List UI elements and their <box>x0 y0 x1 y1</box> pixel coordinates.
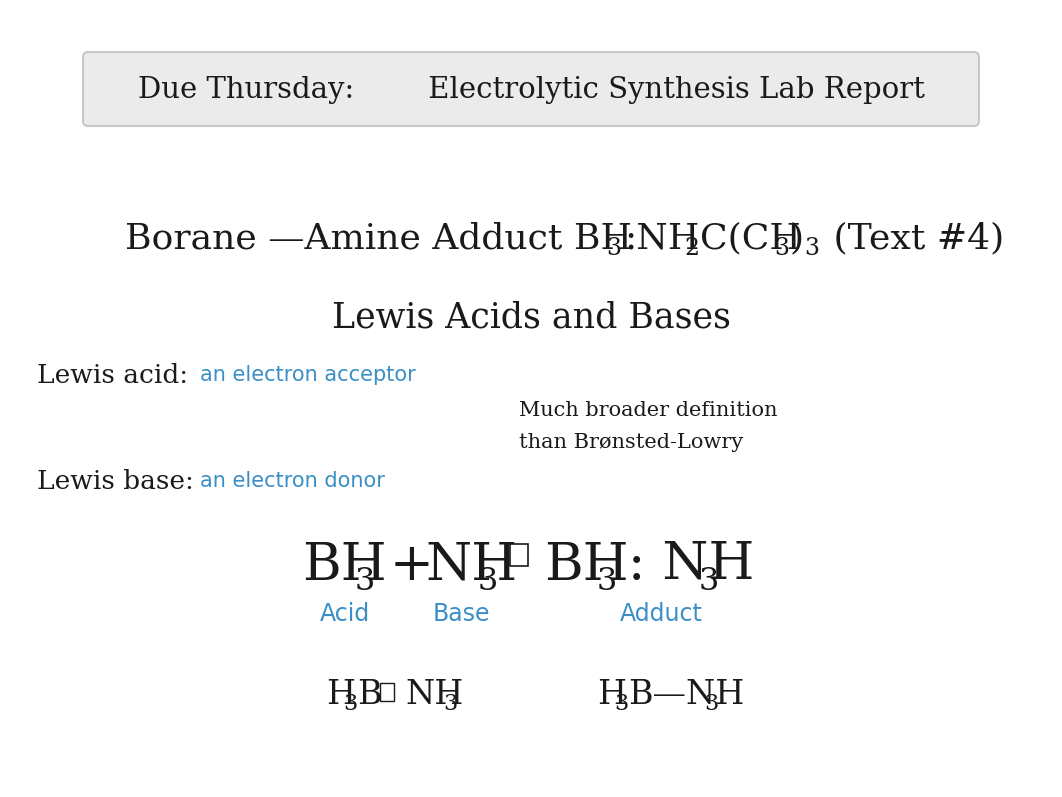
Text: B—NH: B—NH <box>628 679 744 711</box>
Text: Acid: Acid <box>320 602 371 626</box>
Text: (Text #4): (Text #4) <box>822 221 1005 255</box>
Text: 3: 3 <box>704 693 718 715</box>
Text: 3: 3 <box>614 693 629 715</box>
Text: Base: Base <box>432 602 490 626</box>
Text: 3: 3 <box>478 566 498 596</box>
Text: 3: 3 <box>343 693 357 715</box>
Text: 2: 2 <box>684 237 699 260</box>
Text: +: + <box>373 540 450 591</box>
Text: Due Thursday:        Electrolytic Synthesis Lab Report: Due Thursday: Electrolytic Synthesis Lab… <box>138 76 924 104</box>
Text: 3: 3 <box>597 566 617 596</box>
Text: BH: BH <box>544 540 629 591</box>
Text: Much broader definition: Much broader definition <box>519 401 777 419</box>
Text: Borane —Amine Adduct BH: Borane —Amine Adduct BH <box>125 221 632 255</box>
Text: Lewis acid:: Lewis acid: <box>37 363 188 387</box>
Text: H: H <box>597 679 627 711</box>
Text: an electron donor: an electron donor <box>200 471 384 491</box>
Text: NH: NH <box>405 679 463 711</box>
Text: an electron acceptor: an electron acceptor <box>200 365 415 385</box>
Text: B: B <box>357 679 381 711</box>
Text: 3: 3 <box>774 237 789 260</box>
Text: NH: NH <box>425 540 517 591</box>
Text: Lewis base:: Lewis base: <box>37 469 194 493</box>
Bar <box>380 683 394 701</box>
Text: ): ) <box>790 221 804 255</box>
Text: 3: 3 <box>443 693 458 715</box>
Text: C(CH: C(CH <box>700 221 801 255</box>
Text: : NH: : NH <box>611 540 754 591</box>
Text: 3: 3 <box>699 566 719 596</box>
Text: :NH: :NH <box>624 221 700 255</box>
Text: 3: 3 <box>606 237 621 260</box>
Text: 3: 3 <box>355 566 375 596</box>
Text: H: H <box>326 679 355 711</box>
Text: than Brønsted-Lowry: than Brønsted-Lowry <box>519 433 743 451</box>
Text: Adduct: Adduct <box>619 602 702 626</box>
Text: 3: 3 <box>804 237 819 260</box>
FancyBboxPatch shape <box>83 52 979 126</box>
Bar <box>510 544 528 566</box>
Text: Lewis Acids and Bases: Lewis Acids and Bases <box>331 300 731 334</box>
Text: BH: BH <box>302 540 387 591</box>
